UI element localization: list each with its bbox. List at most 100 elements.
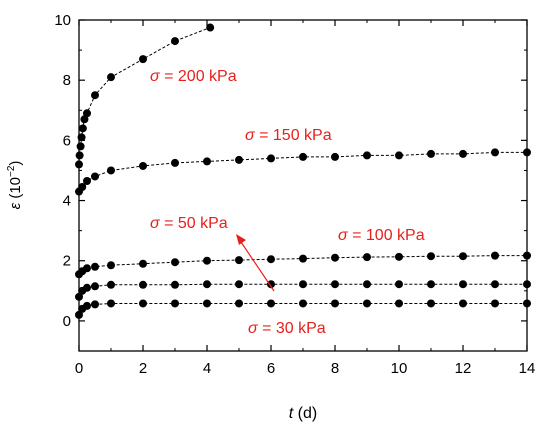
data-point xyxy=(427,252,435,261)
x-axis: 0 2 4 6 8 10 12 14 xyxy=(75,20,536,377)
x-tick-label: 4 xyxy=(203,360,211,377)
x-tick-label: 6 xyxy=(267,360,275,377)
data-point xyxy=(491,148,499,157)
data-point xyxy=(171,37,179,46)
data-point xyxy=(91,300,99,309)
data-point xyxy=(203,157,211,166)
data-point xyxy=(203,299,211,308)
data-point xyxy=(91,172,99,181)
data-point xyxy=(363,299,371,308)
data-point xyxy=(139,280,147,289)
y-tick-label: 6 xyxy=(63,132,71,149)
points-layer xyxy=(75,23,531,319)
data-point xyxy=(91,262,99,271)
series-label: σ = 30 kPa xyxy=(248,320,326,337)
data-point xyxy=(139,299,147,308)
y-tick-label: 10 xyxy=(54,12,71,29)
data-point xyxy=(267,154,275,163)
data-point xyxy=(395,252,403,261)
data-point xyxy=(491,280,499,289)
data-point xyxy=(427,149,435,158)
data-point xyxy=(91,91,99,100)
data-point xyxy=(267,255,275,264)
data-point xyxy=(267,299,275,308)
data-point xyxy=(427,299,435,308)
data-point xyxy=(331,253,339,262)
data-point xyxy=(107,166,115,175)
data-point xyxy=(78,183,87,192)
y-tick-label: 8 xyxy=(63,72,71,89)
data-point xyxy=(395,299,403,308)
data-point xyxy=(235,155,243,164)
data-point xyxy=(363,280,371,289)
data-point xyxy=(171,258,179,267)
series-label: σ = 100 kPa xyxy=(338,227,425,244)
data-point xyxy=(363,151,371,160)
x-axis-title: t (d) xyxy=(289,405,317,422)
series-label: σ = 200 kPa xyxy=(150,68,237,85)
data-point xyxy=(299,280,307,289)
x-tick-label: 10 xyxy=(391,360,408,377)
data-point xyxy=(80,115,89,124)
y-axis-title: ε (10−2) xyxy=(6,161,24,210)
x-tick-label: 8 xyxy=(331,360,339,377)
series-label: σ = 50 kPa xyxy=(150,215,228,232)
data-point xyxy=(83,176,91,185)
data-point xyxy=(171,280,179,289)
x-tick-label: 12 xyxy=(455,360,472,377)
data-point xyxy=(235,280,243,289)
data-point xyxy=(331,152,339,161)
data-point xyxy=(299,152,307,161)
y-tick-label: 0 xyxy=(63,313,71,330)
data-point xyxy=(235,256,243,265)
data-point xyxy=(203,280,211,289)
x-tick-label: 14 xyxy=(519,360,536,377)
data-point xyxy=(395,280,403,289)
x-tick-label: 2 xyxy=(139,360,147,377)
annotation-arrowhead xyxy=(236,234,246,245)
data-point xyxy=(331,280,339,289)
data-point xyxy=(491,299,499,308)
data-point xyxy=(83,264,91,273)
data-point xyxy=(395,151,403,160)
data-point xyxy=(107,280,115,289)
data-point xyxy=(331,299,339,308)
data-point xyxy=(78,124,87,133)
data-point xyxy=(171,158,179,167)
data-point xyxy=(171,299,179,308)
data-point xyxy=(83,301,91,310)
data-point xyxy=(206,23,215,32)
data-point xyxy=(459,299,467,308)
curves-layer xyxy=(78,27,527,316)
series-label: σ = 150 kPa xyxy=(245,127,332,144)
y-axis: 0 2 4 6 8 10 xyxy=(54,12,527,330)
y-tick-label: 4 xyxy=(63,193,71,210)
data-point xyxy=(363,253,371,262)
data-point xyxy=(299,254,307,263)
data-point xyxy=(107,299,115,308)
data-point xyxy=(459,149,467,158)
data-point xyxy=(139,55,147,64)
data-point xyxy=(139,259,147,268)
data-point xyxy=(83,283,91,292)
data-point xyxy=(491,251,499,260)
data-point xyxy=(203,256,211,265)
series-curve xyxy=(78,303,527,316)
data-point xyxy=(459,252,467,261)
data-point xyxy=(107,261,115,270)
annotation-arrow xyxy=(238,238,275,292)
data-point xyxy=(267,280,275,289)
data-point xyxy=(107,73,115,82)
data-point xyxy=(299,299,307,308)
data-point xyxy=(427,280,435,289)
series-curve xyxy=(78,283,527,298)
data-point xyxy=(83,109,91,118)
y-tick-label: 2 xyxy=(63,253,71,270)
data-point xyxy=(459,280,467,289)
data-point xyxy=(139,161,147,170)
x-tick-label: 0 xyxy=(75,360,83,377)
data-point xyxy=(91,282,99,291)
data-point xyxy=(76,142,85,151)
data-point xyxy=(235,299,243,308)
